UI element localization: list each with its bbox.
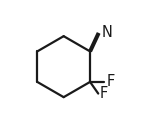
- Text: N: N: [101, 25, 112, 40]
- Text: F: F: [100, 86, 108, 101]
- Text: F: F: [106, 74, 114, 89]
